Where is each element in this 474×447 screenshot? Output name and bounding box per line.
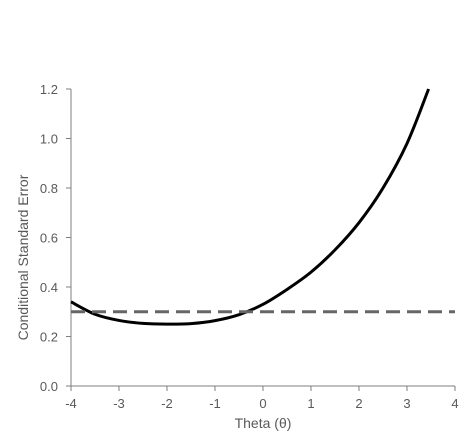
x-tick-label: 2 xyxy=(355,396,362,411)
x-tick-label: -2 xyxy=(161,396,173,411)
x-tick-label: 1 xyxy=(307,396,314,411)
x-tick-label: -1 xyxy=(209,396,221,411)
axes: -4 -3 -2 -1 0 1 2 3 4 0.0 0.2 0.4 0.6 0.8 1.0 1.2 xyxy=(40,82,459,411)
y-tick-label: 0.2 xyxy=(40,330,58,345)
y-tick-label: 1.2 xyxy=(40,82,58,97)
x-ticks: -4 -3 -2 -1 0 1 2 3 4 xyxy=(65,386,459,411)
x-tick-label: 0 xyxy=(259,396,266,411)
y-ticks: 0.0 0.2 0.4 0.6 0.8 1.0 1.2 xyxy=(40,82,71,394)
y-tick-label: 0.0 xyxy=(40,379,58,394)
x-axis-label: Theta (θ) xyxy=(235,415,292,431)
conditional-standard-error-curve xyxy=(70,88,430,326)
x-tick-label: 4 xyxy=(451,396,458,411)
x-tick-label: -4 xyxy=(65,396,77,411)
x-tick-label: 3 xyxy=(403,396,410,411)
y-tick-label: 0.8 xyxy=(40,181,58,196)
x-tick-label: -3 xyxy=(113,396,125,411)
y-tick-label: 1.0 xyxy=(40,132,58,147)
series-layer xyxy=(70,88,455,326)
y-axis-label: Conditional Standard Error xyxy=(15,174,31,340)
y-tick-label: 0.4 xyxy=(40,280,58,295)
y-tick-label: 0.6 xyxy=(40,231,58,246)
